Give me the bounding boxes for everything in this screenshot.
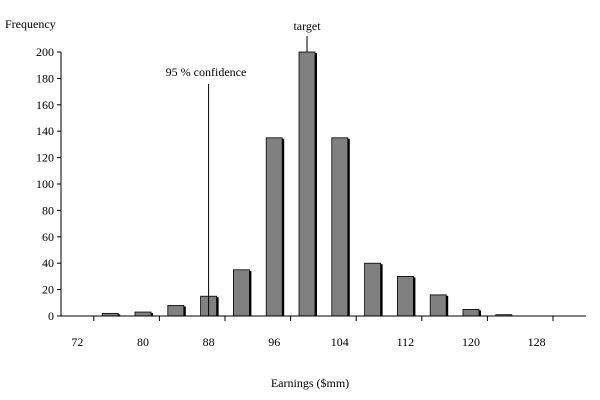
x-tick-label: 128 bbox=[528, 335, 546, 349]
bar bbox=[396, 275, 414, 317]
axes bbox=[60, 52, 586, 317]
x-axis-ticks: 72 80 88 96 104 112 120 128 bbox=[71, 316, 554, 349]
x-tick-label: 120 bbox=[462, 335, 480, 349]
y-tick-label: 80 bbox=[42, 203, 54, 217]
bar bbox=[265, 137, 283, 317]
bar bbox=[232, 269, 250, 317]
y-tick-label: 20 bbox=[42, 283, 54, 297]
x-axis-title: Earnings ($mm) bbox=[271, 376, 349, 390]
bar bbox=[462, 308, 480, 317]
bar bbox=[364, 262, 382, 317]
y-tick-label: 100 bbox=[36, 177, 54, 191]
y-tick-label: 140 bbox=[36, 124, 54, 138]
bar bbox=[429, 294, 447, 317]
bar bbox=[134, 311, 152, 317]
x-tick-label: 80 bbox=[137, 335, 149, 349]
bar bbox=[331, 137, 349, 317]
x-tick-label: 88 bbox=[203, 335, 215, 349]
confidence-annotation: 95 % confidence bbox=[166, 65, 247, 79]
y-tick-label: 200 bbox=[36, 45, 54, 59]
x-tick-label: 112 bbox=[397, 335, 415, 349]
y-tick-label: 120 bbox=[36, 151, 54, 165]
y-tick-label: 160 bbox=[36, 98, 54, 112]
x-tick-label: 96 bbox=[268, 335, 280, 349]
annotations: target 95 % confidence bbox=[166, 19, 321, 316]
y-tick-label: 40 bbox=[42, 256, 54, 270]
y-tick-label: 60 bbox=[42, 230, 54, 244]
y-tick-label: 0 bbox=[48, 309, 54, 323]
y-axis-ticks: 0 20 40 60 80 100 120 140 160 180 200 bbox=[36, 45, 61, 323]
x-tick-label: 72 bbox=[71, 335, 83, 349]
y-axis-title: Frequency bbox=[5, 17, 56, 31]
bar-series bbox=[101, 51, 514, 317]
bar bbox=[167, 305, 185, 317]
bar bbox=[298, 51, 316, 317]
target-annotation: target bbox=[293, 19, 321, 33]
x-tick-label: 104 bbox=[331, 335, 349, 349]
y-tick-label: 180 bbox=[36, 71, 54, 85]
